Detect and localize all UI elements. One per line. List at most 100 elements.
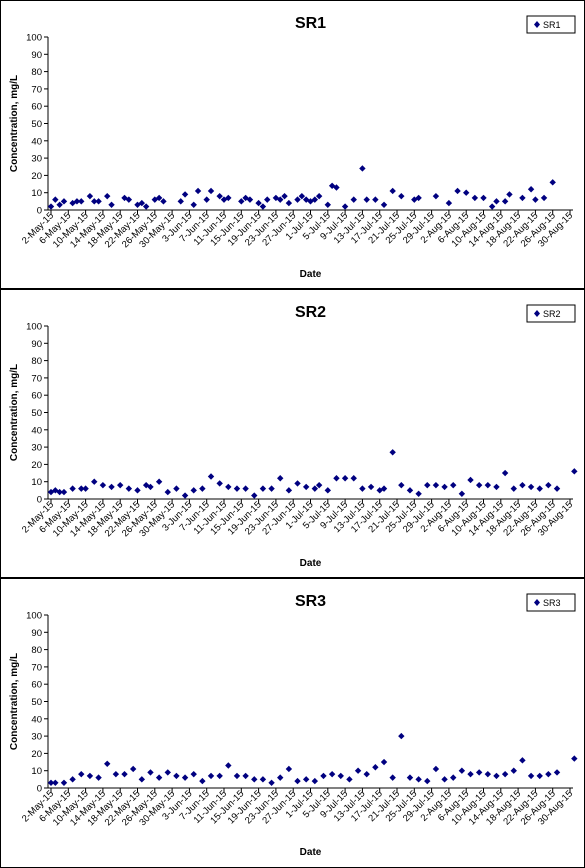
data-point: [91, 198, 98, 205]
data-point: [134, 201, 141, 209]
data-point: [315, 481, 323, 489]
data-point: [571, 755, 578, 762]
data-point: [519, 757, 526, 764]
data-point: [155, 774, 163, 781]
data-point: [108, 201, 115, 209]
data-point: [328, 770, 336, 778]
data-point: [458, 767, 466, 774]
data-point: [233, 772, 241, 780]
data-point: [142, 203, 150, 210]
data-point: [190, 201, 197, 209]
data-point: [406, 487, 414, 494]
data-point: [277, 774, 284, 781]
data-point: [463, 189, 470, 196]
legend-label: SR2: [543, 309, 561, 319]
data-point: [380, 758, 388, 766]
data-point: [181, 191, 189, 198]
y-tick-label: 20: [31, 171, 42, 182]
data-point: [380, 201, 388, 209]
data-point: [52, 779, 59, 787]
y-tick-label: 100: [26, 611, 42, 622]
data-point: [527, 772, 535, 780]
data-point: [207, 772, 215, 780]
y-tick-label: 10: [31, 477, 42, 488]
data-point: [86, 192, 94, 200]
data-point: [190, 770, 197, 778]
y-tick-label: 90: [31, 50, 42, 61]
legend-box: [526, 593, 576, 612]
data-point: [207, 473, 215, 480]
data-point: [406, 774, 414, 781]
data-point: [233, 485, 241, 492]
y-tick-label: 70: [31, 373, 42, 384]
data-point: [129, 765, 137, 773]
data-point: [47, 203, 55, 210]
legend: SR2: [526, 304, 576, 323]
chart-title: SR3: [295, 593, 326, 610]
data-point: [277, 196, 284, 203]
data-point: [259, 776, 267, 783]
y-tick-label: 80: [31, 645, 42, 656]
data-point: [350, 196, 357, 203]
data-point: [467, 476, 474, 484]
data-point: [91, 478, 98, 485]
data-point: [60, 198, 68, 205]
data-point: [173, 772, 180, 780]
data-point: [69, 485, 76, 492]
data-point: [324, 487, 331, 494]
data-point: [415, 776, 422, 783]
y-tick-label: 0: [37, 206, 42, 217]
data-point: [78, 485, 85, 492]
data-point: [389, 774, 396, 781]
data-point: [389, 187, 396, 195]
data-point: [510, 767, 517, 774]
chart-panel-sr2: SR2 SR2 0 10 20 30 40 50 60 70 80 90 100 2-May-15 6-Ma…: [0, 289, 585, 578]
data-point: [445, 199, 453, 207]
data-point: [519, 194, 526, 202]
data-point: [294, 777, 301, 785]
legend: SR1: [526, 15, 576, 34]
data-point: [78, 198, 85, 205]
chart-panel-sr3: SR3 SR3 0 10 20 30 40 50 60 70 80 90 100 2-May-15 6-Ma…: [0, 578, 585, 868]
y-tick-label: 30: [31, 732, 42, 743]
data-point: [285, 487, 293, 494]
y-axis-title: Concentration, mg/L: [9, 75, 20, 172]
data-point: [545, 481, 552, 489]
y-tick-label: 0: [37, 784, 42, 795]
data-point: [553, 769, 561, 776]
data-point: [268, 485, 275, 492]
data-point: [78, 770, 85, 778]
legend-marker-icon: [534, 21, 540, 28]
data-point: [415, 194, 422, 202]
data-point: [268, 779, 275, 787]
data-point: [320, 772, 327, 780]
data-point: [432, 192, 440, 200]
data-point: [380, 485, 388, 492]
data-point: [315, 192, 323, 200]
y-tick-label: 40: [31, 136, 42, 147]
data-point: [121, 770, 128, 778]
y-axis-title: Concentration, mg/L: [9, 653, 20, 750]
data-point: [194, 187, 202, 195]
data-point: [367, 483, 375, 491]
legend-box: [526, 15, 576, 34]
data-point: [199, 777, 206, 785]
data-point: [311, 485, 319, 492]
data-point: [164, 769, 171, 776]
chart-title: SR1: [295, 15, 326, 32]
data-point: [298, 192, 306, 200]
data-point: [536, 485, 543, 492]
y-tick-label: 100: [26, 33, 42, 44]
data-point: [164, 488, 171, 496]
data-point: [372, 764, 379, 771]
data-point: [467, 770, 474, 778]
y-tick-label: 90: [31, 339, 42, 350]
data-point: [294, 480, 301, 487]
data-point: [285, 199, 293, 207]
data-point: [181, 492, 189, 499]
data-point: [333, 184, 340, 191]
data-point: [545, 770, 552, 778]
y-tick-label: 50: [31, 119, 42, 130]
data-point: [225, 762, 232, 769]
y-tick-label: 50: [31, 408, 42, 419]
